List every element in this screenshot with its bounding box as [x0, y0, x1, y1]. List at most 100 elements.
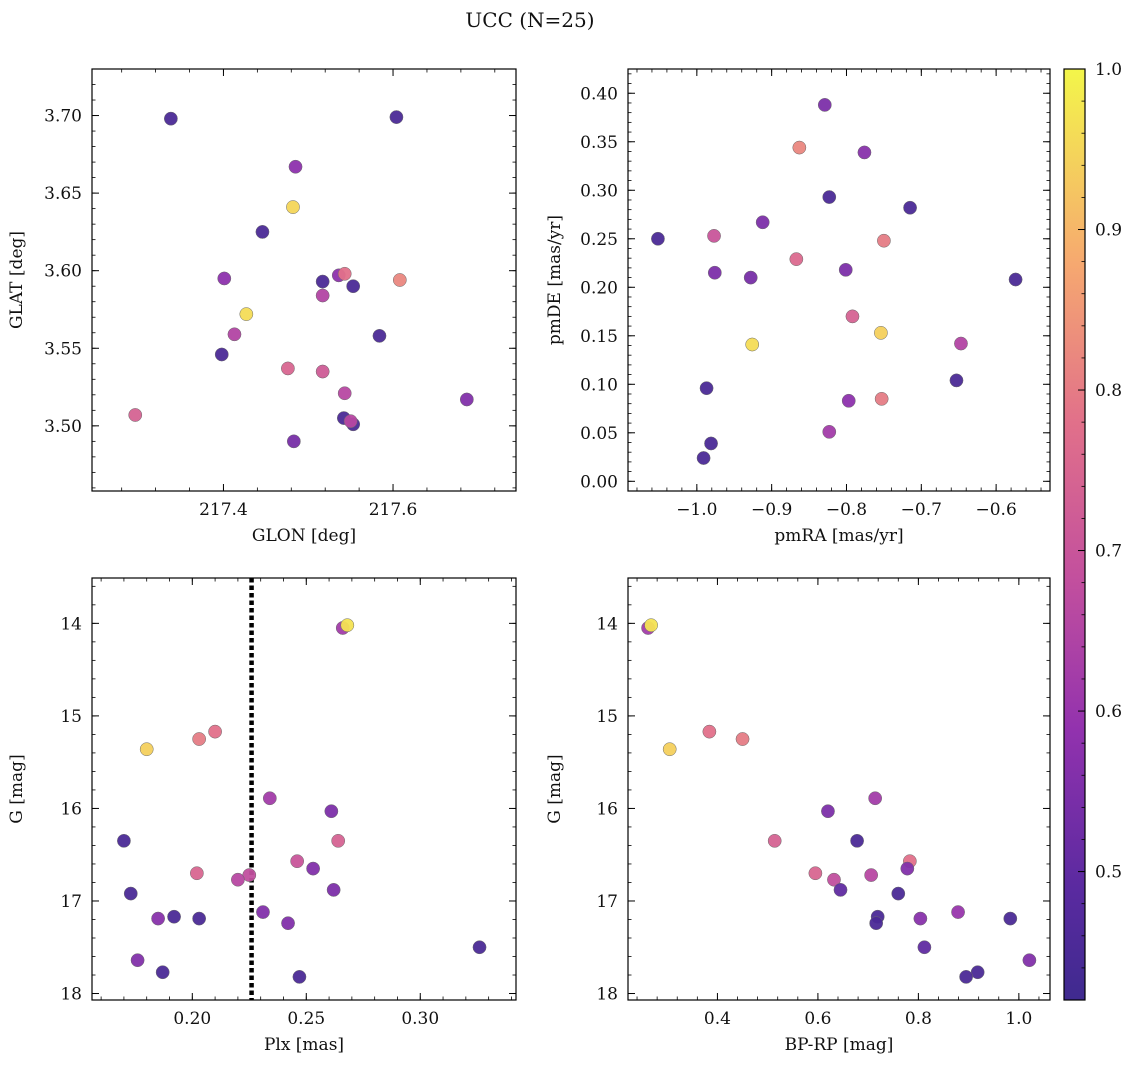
scatter-point	[256, 905, 270, 919]
scatter-point	[702, 724, 717, 739]
x-tick-label: 217.4	[199, 500, 248, 520]
x-tick-label: −1.0	[676, 500, 717, 520]
x-tick-label: 217.6	[369, 500, 418, 520]
y-tick-label: 0.35	[580, 133, 618, 153]
x-tick-label: −0.9	[751, 500, 792, 520]
y-axis-label: G [mag]	[7, 754, 27, 823]
panel-pmra-pmde: −1.0 −0.9 −0.8 −0.7 −0.6 0.00 0.05 0.10 0.15 0.20…	[545, 68, 1051, 546]
colorbar-tick-label: 0.7	[1095, 542, 1122, 562]
scatter-point	[874, 391, 889, 406]
scatter-point	[227, 327, 242, 342]
scatter-point	[959, 970, 973, 984]
y-tick-label: 0.25	[580, 230, 618, 250]
scatter-point	[155, 965, 170, 980]
axes-frame	[91, 577, 517, 1001]
scatter-point	[707, 265, 722, 280]
scatter-point	[290, 854, 305, 869]
scatter-point	[217, 271, 232, 286]
x-tick-label: −0.7	[901, 500, 942, 520]
scatter-point	[262, 791, 277, 806]
scatter-point	[117, 833, 131, 848]
y-tick-label: 15	[596, 707, 618, 727]
y-tick-label: 15	[60, 707, 82, 727]
scatter-point	[392, 273, 407, 287]
scatter-point	[286, 200, 300, 214]
colorbar-gradient	[1064, 69, 1085, 1000]
scatter-point	[850, 833, 864, 848]
colorbar-tick-label: 0.9	[1095, 221, 1122, 241]
scatter-point	[970, 965, 985, 980]
panel-bprp-g: 0.4 0.6 0.8 1.0 14 15 16 17 18 BP-RP [mag] G [mag]	[545, 577, 1051, 1055]
scatter-point	[869, 916, 884, 931]
x-tick-label: −0.8	[826, 500, 867, 520]
y-axis-label: G [mag]	[545, 754, 565, 823]
scatter-point	[651, 231, 665, 246]
scatter-point	[838, 262, 853, 277]
y-tick-label: 0.15	[580, 327, 618, 347]
scatter-point	[130, 953, 145, 968]
scatter-point	[167, 909, 181, 924]
y-axis-label: pmDE [mas/yr]	[545, 215, 565, 345]
scatter-point	[326, 883, 341, 897]
scatter-point	[833, 883, 848, 897]
scatter-point	[1003, 911, 1018, 926]
y-tick-label: 3.55	[44, 339, 82, 359]
x-tick-label: 0.30	[401, 1009, 439, 1029]
scatter-point	[662, 742, 677, 757]
scatter-point	[324, 804, 339, 819]
scatter-point	[696, 451, 711, 465]
colorbar-tick-label: 0.8	[1095, 381, 1122, 401]
scatter-point	[827, 872, 841, 887]
y-tick-label: 0.05	[580, 424, 618, 444]
scatter-point	[735, 732, 750, 746]
scatter-point	[1008, 272, 1023, 287]
scatter-point	[903, 200, 917, 215]
y-tick-label: 18	[596, 985, 618, 1005]
scatter-point	[315, 364, 330, 379]
scatter-point	[891, 886, 906, 901]
y-tick-label: 3.65	[44, 184, 82, 204]
scatter-point	[315, 274, 330, 289]
scatter-point	[190, 866, 204, 881]
scatter-point	[164, 111, 178, 126]
scatter-point	[954, 336, 968, 351]
y-tick-label: 18	[60, 985, 82, 1005]
scatter-point	[337, 266, 352, 281]
colorbar-tick-label: 0.5	[1095, 863, 1122, 883]
scatter-point	[315, 288, 330, 303]
scatter-point	[288, 159, 303, 174]
scatter-point	[864, 868, 879, 882]
x-axis-label: pmRA [mas/yr]	[774, 526, 903, 546]
scatter-point	[707, 229, 721, 243]
scatter-point	[841, 393, 856, 408]
y-axis-label: GLAT [deg]	[7, 231, 27, 329]
scatter-point	[874, 326, 888, 340]
scatter-point	[306, 861, 320, 876]
scatter-point	[821, 804, 835, 819]
scatter-point	[743, 270, 758, 285]
x-tick-label: 0.20	[173, 1009, 211, 1029]
x-axis-label: BP-RP [mag]	[785, 1035, 894, 1055]
scatter-point	[917, 940, 932, 955]
x-tick-label: 0.8	[905, 1009, 932, 1029]
scatter-point	[231, 872, 245, 887]
scatter-point	[792, 140, 807, 155]
scatter-point	[817, 98, 832, 112]
scatter-point	[123, 886, 138, 901]
scatter-point	[699, 381, 714, 396]
scatter-point	[745, 337, 760, 352]
scatter-point	[822, 190, 837, 204]
y-tick-label: 0.20	[580, 278, 618, 298]
scatter-point	[951, 905, 965, 919]
x-tick-label: 0.25	[287, 1009, 325, 1029]
scatter-point	[389, 110, 404, 124]
axes-frame	[91, 68, 517, 492]
scatter-point	[292, 970, 307, 984]
scatter-point	[343, 414, 358, 429]
scatter-point	[239, 307, 254, 321]
y-tick-label: 14	[60, 614, 82, 634]
scatter-point	[913, 911, 928, 926]
x-tick-label: −0.6	[975, 500, 1016, 520]
scatter-point	[281, 916, 295, 931]
scatter-point	[644, 618, 658, 633]
